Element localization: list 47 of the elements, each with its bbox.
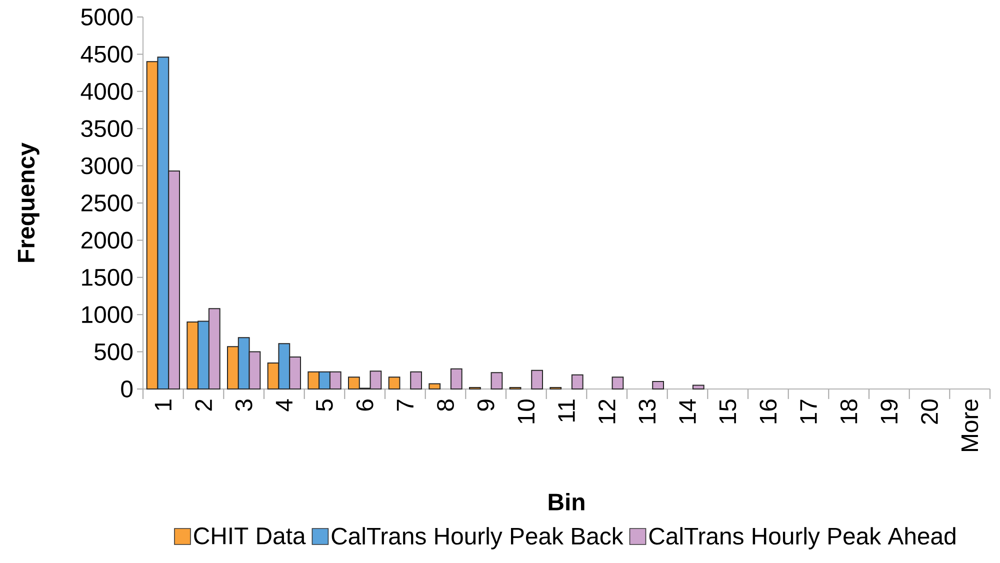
bar xyxy=(388,376,400,390)
x-tick-label: 18 xyxy=(840,400,858,424)
y-tick-label: 0 xyxy=(121,380,133,398)
x-tick-label: 16 xyxy=(760,400,777,424)
bar xyxy=(531,370,544,390)
bar xyxy=(652,381,664,390)
x-tick-label: 8 xyxy=(437,400,454,411)
y-tick-label: 3000 xyxy=(81,157,133,174)
y-tick-label: 2500 xyxy=(81,194,133,212)
x-tick-label: 12 xyxy=(598,400,616,424)
x-tick-label: 11 xyxy=(558,400,575,422)
legend-label: CalTrans Hourly Peak Back xyxy=(332,527,624,550)
x-tick-label: 13 xyxy=(638,400,656,424)
x-tick-label: 17 xyxy=(800,400,817,424)
x-tick-label: 7 xyxy=(396,400,414,411)
bar xyxy=(450,368,462,390)
x-tick-label: 3 xyxy=(235,400,252,411)
x-tick-label: 4 xyxy=(276,399,292,412)
x-tick-label: More xyxy=(961,400,978,452)
bar xyxy=(428,383,441,390)
x-tick-label: 1 xyxy=(154,400,172,410)
x-tick-label: 5 xyxy=(316,400,333,411)
y-tick-label: 4000 xyxy=(80,82,133,100)
x-tick-label: 9 xyxy=(477,400,494,411)
x-tick-label: 20 xyxy=(921,399,938,424)
x-tick-label: 15 xyxy=(719,400,736,424)
y-tick-label: 1000 xyxy=(82,306,133,324)
x-tick-label: 10 xyxy=(518,399,535,424)
y-tick-label: 4500 xyxy=(80,46,133,63)
bar xyxy=(490,372,503,390)
y-tick-label: 5000 xyxy=(81,8,133,26)
y-axis-title: Frequency xyxy=(18,142,40,262)
x-tick-label: 6 xyxy=(356,400,374,411)
bar xyxy=(612,376,624,390)
y-tick-label: 2000 xyxy=(81,232,133,249)
x-tick-label: 19 xyxy=(880,400,898,424)
bar xyxy=(571,374,584,390)
legend-label: CalTrans Hourly Peak Ahead xyxy=(649,527,956,550)
x-tick-label: 2 xyxy=(195,400,212,411)
y-tick-label: 3500 xyxy=(81,120,133,138)
x-tick-label: 14 xyxy=(679,399,696,424)
y-tick-label: 1500 xyxy=(82,268,133,286)
x-axis-title: Bin xyxy=(548,492,584,510)
bar xyxy=(692,384,704,390)
bar xyxy=(410,371,422,390)
y-tick-label: 500 xyxy=(94,343,133,360)
legend-label: CHIT Data xyxy=(194,527,306,544)
